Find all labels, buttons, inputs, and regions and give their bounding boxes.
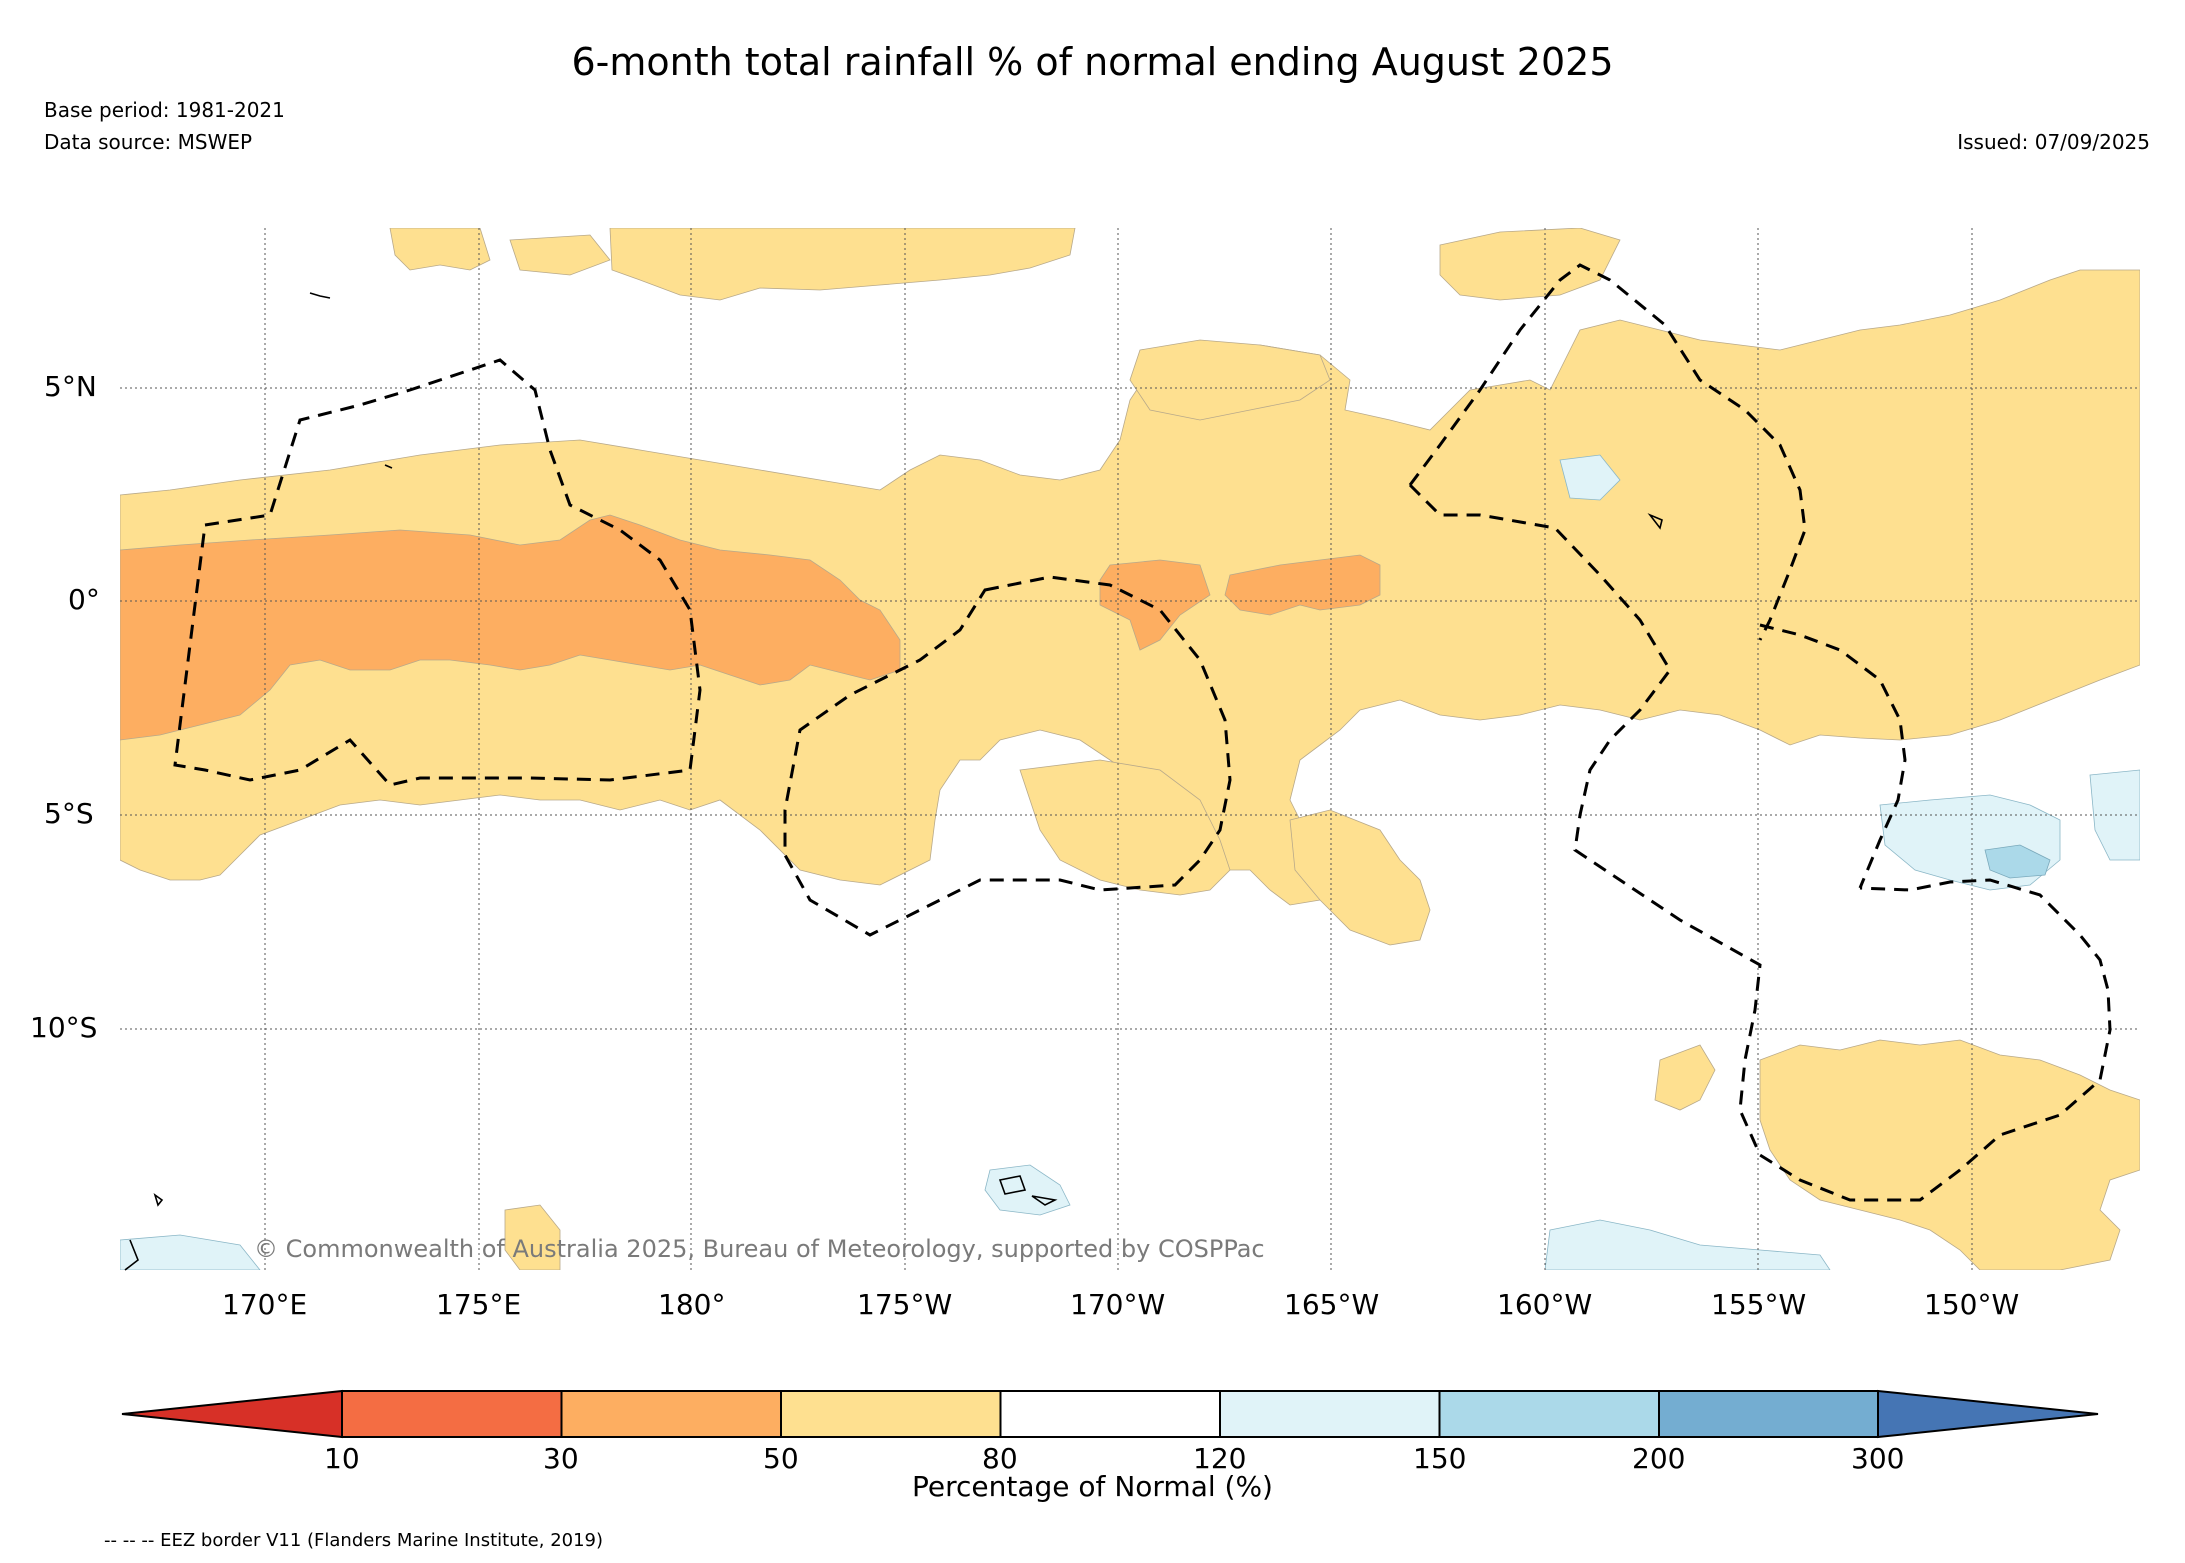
lon-label-180: 180° (658, 1288, 726, 1321)
data-source: Data source: MSWEP (44, 130, 253, 154)
rain-patch-120-150-southwest (120, 1234, 261, 1270)
eez-kiribati-gilbert (173, 358, 702, 787)
rain-patch-50-80-north-3 (509, 234, 611, 276)
lat-label-5s: 5°S (44, 797, 94, 830)
rain-patch-150-200-east (1984, 844, 2051, 879)
rain-patch-30-50-east (1224, 554, 1381, 616)
colorbar-tick-10: 10 (324, 1442, 360, 1475)
lon-label-170w: 170°W (1070, 1288, 1166, 1321)
colorbar-50-80 (780, 1390, 1002, 1438)
rain-patch-50-80-north-4 (1129, 339, 1331, 421)
eez-borders (173, 263, 2112, 1202)
map-title: 6-month total rainfall % of normal endin… (571, 40, 1614, 84)
eez-line-islands (1408, 263, 1807, 641)
colorbar-tick-80: 80 (982, 1442, 1018, 1475)
colorbar-200-300 (1658, 1390, 1879, 1438)
lon-label-160w: 160°W (1497, 1288, 1593, 1321)
rain-patch-50-80-south-small (504, 1204, 561, 1270)
lat-label-5n: 5°N (44, 370, 97, 403)
eez-line-islands-mid (1759, 623, 1907, 889)
rain-patch-120-150-samoa (984, 1164, 1071, 1216)
colorbar-tick-200: 200 (1632, 1442, 1686, 1475)
gridlines (120, 228, 2140, 1270)
rain-patch-120-150-south (1544, 1219, 1831, 1270)
lat-label-10s: 10°S (30, 1011, 98, 1044)
rain-patch-50-80-north-2 (609, 228, 1076, 301)
colorbar (121, 1389, 2099, 1439)
colorbar-150-200 (1438, 1390, 1660, 1438)
colorbar-80-120 (999, 1390, 1221, 1438)
rain-patch-30-50-central (1099, 559, 1211, 651)
lon-label-165w: 165°W (1284, 1288, 1380, 1321)
colorbar-tick-50: 50 (763, 1442, 799, 1475)
colorbar-tick-300: 300 (1851, 1442, 1905, 1475)
issued-date: Issued: 07/09/2025 (1957, 130, 2150, 154)
rain-patch-50-80-southcentral (1289, 809, 1431, 946)
lon-label-175w: 175°W (857, 1288, 953, 1321)
rain-patch-50-80-north-5 (1439, 228, 1621, 301)
lon-label-175e: 175°E (436, 1288, 522, 1321)
lon-label-150w: 150°W (1924, 1288, 2020, 1321)
eez-phoenix (783, 575, 1232, 937)
eez-legend-note: -- -- -- EEZ border V11 (Flanders Marine… (104, 1530, 604, 1551)
rain-patch-50-80-southeast (1759, 1039, 2140, 1270)
colorbar-30-50 (560, 1390, 782, 1438)
lon-label-170e: 170°E (222, 1288, 308, 1321)
rain-patch-50-80-north-1 (389, 228, 491, 271)
rain-patch-50-80-south-islet (1654, 1044, 1716, 1111)
base-period: Base period: 1981-2021 (44, 98, 285, 122)
eez-line-islands-west (1408, 483, 2112, 1202)
rain-band-30-50-core (120, 514, 901, 741)
rain-patch-150-200-north (1559, 454, 1621, 501)
colorbar-label: Percentage of Normal (%) (912, 1470, 1273, 1503)
lon-label-155w: 155°W (1711, 1288, 1807, 1321)
island-outlines (124, 292, 1663, 1271)
colorbar-below-10 (121, 1389, 343, 1439)
rain-patch-50-80-southwest (1019, 759, 1231, 896)
rainfall-field (120, 228, 2140, 1270)
colorbar-tick-30: 30 (543, 1442, 579, 1475)
colorbar-10-30 (341, 1390, 563, 1438)
copyright-notice: © Commonwealth of Australia 2025, Bureau… (254, 1235, 1265, 1263)
colorbar-120-150 (1219, 1390, 1441, 1438)
colorbar-tick-150: 150 (1413, 1442, 1467, 1475)
lat-label-0: 0° (68, 583, 100, 616)
colorbar-above-300 (1877, 1389, 2099, 1439)
colorbar-tick-120: 120 (1193, 1442, 1247, 1475)
